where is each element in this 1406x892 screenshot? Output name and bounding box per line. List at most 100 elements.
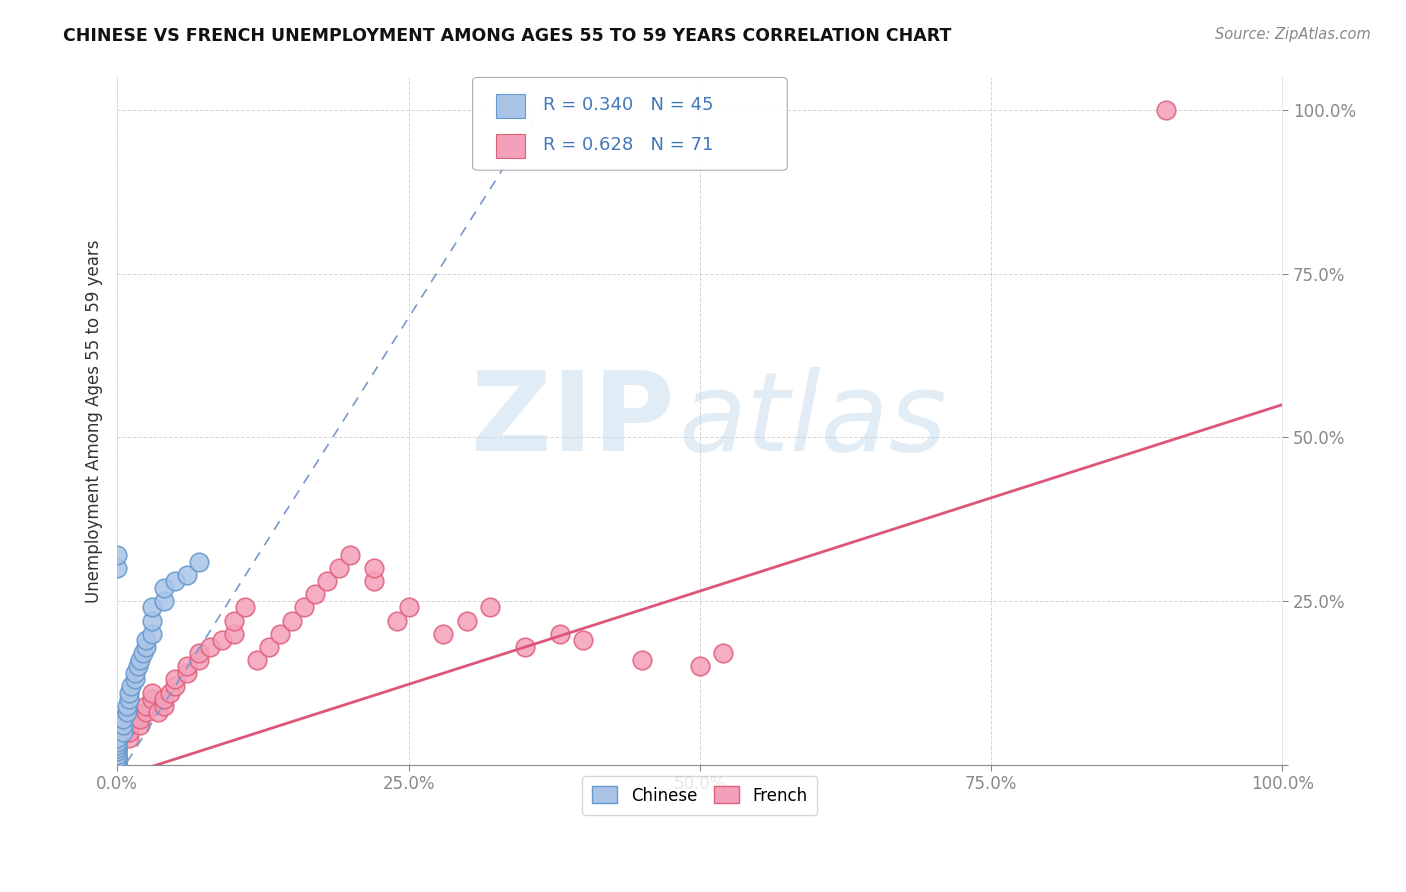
Point	[105, 757, 128, 772]
Point	[398, 600, 420, 615]
Point	[165, 679, 187, 693]
Point	[105, 741, 128, 756]
Point	[111, 718, 134, 732]
Point	[385, 614, 408, 628]
Point	[269, 626, 291, 640]
Point	[105, 738, 128, 752]
Point	[479, 600, 502, 615]
Point	[105, 747, 128, 762]
Point	[111, 712, 134, 726]
Point	[105, 757, 128, 772]
Text: atlas: atlas	[679, 368, 948, 475]
Point	[105, 757, 128, 772]
Point	[129, 653, 152, 667]
FancyBboxPatch shape	[496, 94, 524, 118]
Point	[513, 640, 536, 654]
Point	[105, 734, 128, 748]
Point	[257, 640, 280, 654]
Point	[135, 633, 157, 648]
Point	[432, 626, 454, 640]
Point	[118, 692, 141, 706]
Point	[1154, 103, 1177, 117]
Point	[105, 738, 128, 752]
Point	[105, 731, 128, 746]
Point	[135, 698, 157, 713]
Point	[572, 633, 595, 648]
Text: R = 0.340   N = 45: R = 0.340 N = 45	[543, 96, 713, 114]
Text: R = 0.628   N = 71: R = 0.628 N = 71	[543, 136, 713, 154]
Point	[105, 751, 128, 765]
Point	[111, 718, 134, 732]
Point	[711, 646, 734, 660]
Point	[281, 614, 304, 628]
Point	[304, 587, 326, 601]
Point	[548, 626, 571, 640]
Point	[105, 754, 128, 768]
Point	[105, 754, 128, 768]
FancyBboxPatch shape	[472, 78, 787, 170]
Point	[105, 757, 128, 772]
Point	[200, 640, 222, 654]
Point	[127, 659, 149, 673]
Point	[105, 757, 128, 772]
Point	[316, 574, 339, 589]
Point	[118, 685, 141, 699]
Point	[105, 744, 128, 758]
Point	[120, 679, 142, 693]
Point	[124, 712, 146, 726]
Point	[152, 581, 174, 595]
Point	[141, 614, 163, 628]
Point	[105, 757, 128, 772]
Point	[105, 751, 128, 765]
Point	[105, 757, 128, 772]
FancyBboxPatch shape	[496, 134, 524, 158]
Point	[363, 574, 385, 589]
Point	[328, 561, 350, 575]
Point	[105, 757, 128, 772]
Point	[124, 673, 146, 687]
Point	[105, 757, 128, 772]
Point	[105, 751, 128, 765]
Text: ZIP: ZIP	[471, 368, 673, 475]
Legend: Chinese, French: Chinese, French	[582, 776, 817, 814]
Point	[105, 548, 128, 562]
Point	[105, 757, 128, 772]
Point	[132, 646, 155, 660]
Point	[105, 757, 128, 772]
Point	[135, 640, 157, 654]
Point	[105, 751, 128, 765]
Point	[105, 741, 128, 756]
Point	[152, 692, 174, 706]
Point	[211, 633, 233, 648]
Point	[105, 757, 128, 772]
Point	[118, 731, 141, 746]
Point	[105, 731, 128, 746]
Point	[135, 705, 157, 719]
Point	[115, 705, 138, 719]
Point	[105, 754, 128, 768]
Point	[118, 718, 141, 732]
Point	[105, 757, 128, 772]
Point	[124, 665, 146, 680]
Point	[165, 673, 187, 687]
Point	[292, 600, 315, 615]
Point	[235, 600, 257, 615]
Point	[105, 744, 128, 758]
Point	[111, 724, 134, 739]
Point	[222, 626, 245, 640]
Point	[141, 626, 163, 640]
Text: Source: ZipAtlas.com: Source: ZipAtlas.com	[1215, 27, 1371, 42]
Point	[141, 692, 163, 706]
Point	[105, 757, 128, 772]
Point	[141, 685, 163, 699]
Point	[105, 754, 128, 768]
Point	[187, 646, 209, 660]
Point	[165, 574, 187, 589]
Point	[105, 757, 128, 772]
Point	[129, 718, 152, 732]
Text: CHINESE VS FRENCH UNEMPLOYMENT AMONG AGES 55 TO 59 YEARS CORRELATION CHART: CHINESE VS FRENCH UNEMPLOYMENT AMONG AGE…	[63, 27, 952, 45]
Y-axis label: Unemployment Among Ages 55 to 59 years: Unemployment Among Ages 55 to 59 years	[86, 239, 103, 603]
Point	[105, 757, 128, 772]
Point	[176, 567, 198, 582]
Point	[176, 665, 198, 680]
